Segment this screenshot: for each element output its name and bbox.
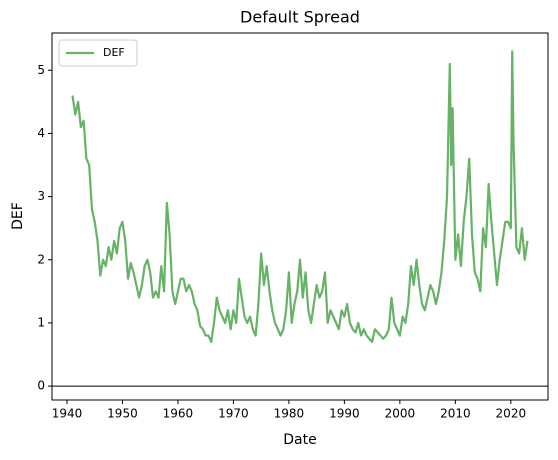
x-tick-label: 1980 <box>274 407 305 421</box>
x-tick-label: 1970 <box>218 407 249 421</box>
data-line <box>71 50 529 343</box>
y-tick-label: 0 <box>37 379 45 393</box>
x-tick-label: 2010 <box>440 407 471 421</box>
x-tick-label: 2020 <box>496 407 527 421</box>
x-tick-label: 2000 <box>385 407 416 421</box>
y-tick-label: 2 <box>37 252 45 266</box>
x-tick-label: 1940 <box>52 407 83 421</box>
y-tick-label: 1 <box>37 315 45 329</box>
x-tick-label: 1960 <box>163 407 194 421</box>
y-axis-label: DEF <box>10 202 26 230</box>
y-tick-label: 5 <box>37 63 45 77</box>
legend-label: DEF <box>103 46 125 59</box>
plot-frame <box>51 32 549 401</box>
chart-title: Default Spread <box>240 8 360 27</box>
legend-box <box>58 39 138 67</box>
x-tick-label: 1950 <box>107 407 138 421</box>
y-tick-label: 3 <box>37 189 45 203</box>
y-tick-label: 4 <box>37 126 45 140</box>
x-tick-label: 1990 <box>329 407 360 421</box>
x-axis-label: Date <box>283 432 316 448</box>
